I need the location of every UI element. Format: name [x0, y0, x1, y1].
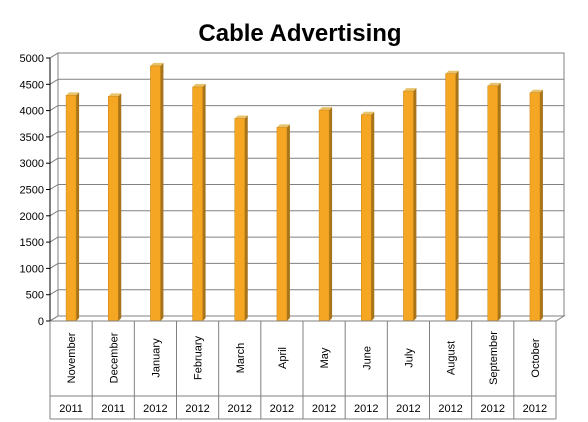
bar-top [108, 93, 122, 97]
bar [65, 95, 77, 322]
y-tick-label: 3500 [20, 132, 44, 144]
y-tick-label: 1000 [20, 263, 44, 275]
gridline-diagonal [49, 52, 59, 59]
bar-side [455, 70, 459, 321]
x-category-label: May [319, 347, 331, 368]
bar-top [319, 107, 333, 111]
bar-top [445, 70, 459, 74]
x-year-label: 2012 [354, 403, 378, 415]
bar-side [160, 62, 164, 321]
x-year-label: 2012 [228, 403, 252, 415]
gridline-diagonal [49, 262, 59, 269]
x-category-label: November [66, 332, 78, 383]
x-year-label: 2011 [101, 403, 125, 415]
bar-side [371, 111, 375, 321]
x-category-label: December [108, 332, 120, 383]
bar-top [361, 111, 375, 115]
bar-top [234, 115, 248, 119]
bar-top [487, 82, 501, 86]
bar [150, 65, 161, 322]
gridline-diagonal [49, 131, 59, 138]
x-year-label: 2012 [270, 403, 294, 415]
bar-top [192, 83, 206, 87]
x-year-label: 2012 [396, 403, 420, 415]
x-year-label: 2012 [523, 403, 547, 415]
x-year-label: 2011 [59, 403, 83, 415]
x-category-label: February [193, 335, 205, 380]
chart-title: Cable Advertising [198, 20, 402, 47]
gridline-diagonal [49, 78, 59, 85]
bar [403, 90, 414, 322]
plot-floor [48, 315, 566, 322]
bar [234, 118, 245, 322]
bar-side [329, 107, 333, 321]
bar-top [403, 88, 417, 92]
bar-top [66, 92, 80, 96]
gridline-diagonal [49, 105, 59, 112]
x-category-label: July [403, 348, 415, 368]
bar-side [244, 115, 248, 322]
bar [192, 86, 203, 322]
y-tick-label: 2000 [20, 211, 44, 223]
y-tick-label: 500 [26, 290, 44, 302]
gridline-diagonal [49, 157, 59, 164]
y-tick-label: 1500 [20, 237, 44, 249]
bar-top [150, 62, 164, 66]
x-category-label: September [488, 331, 500, 385]
x-year-label: 2012 [143, 403, 167, 415]
x-year-label: 2012 [438, 403, 462, 415]
gridline-diagonal [49, 184, 59, 190]
gridline-diagonal [49, 315, 59, 322]
x-year-label: 2012 [481, 403, 505, 415]
bar-side [413, 88, 417, 321]
bar [276, 127, 288, 322]
gridline-diagonal [49, 236, 59, 243]
bar [108, 96, 119, 322]
x-category-label: June [361, 346, 373, 370]
x-year-label: 2012 [312, 403, 336, 415]
gridline-diagonal [49, 289, 59, 296]
x-category-label: August [446, 341, 458, 375]
y-tick-label: 3000 [20, 158, 44, 170]
x-category-label: April [277, 347, 289, 369]
x-category-label: October [530, 338, 542, 377]
bar-side [118, 93, 122, 321]
y-tick-label: 5000 [20, 53, 44, 65]
x-category-label: January [150, 338, 162, 378]
bar-side [539, 89, 543, 321]
gridline-diagonal [49, 210, 59, 217]
bar [318, 109, 330, 322]
y-tick-label: 2500 [20, 185, 44, 197]
bar [529, 92, 541, 322]
bar-side [202, 83, 206, 322]
y-tick-label: 0 [38, 316, 44, 328]
bar-side [286, 124, 290, 321]
y-tick-label: 4500 [20, 79, 44, 91]
bar [487, 85, 498, 322]
bar-top [529, 89, 543, 93]
y-tick-label: 4000 [20, 106, 44, 118]
bar [361, 114, 372, 322]
x-year-label: 2012 [185, 403, 209, 415]
bar-top [276, 124, 290, 128]
bar-side [497, 82, 501, 322]
x-category-label: March [235, 343, 247, 374]
bar-side [76, 92, 80, 321]
bar [445, 73, 456, 322]
